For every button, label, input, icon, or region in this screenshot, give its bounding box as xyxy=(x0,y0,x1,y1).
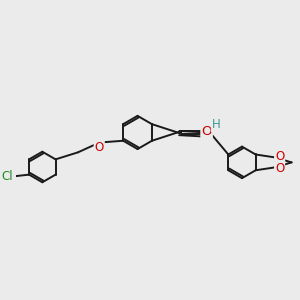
Text: O: O xyxy=(275,162,284,175)
Text: O: O xyxy=(201,124,212,138)
Text: Cl: Cl xyxy=(1,170,13,183)
Text: O: O xyxy=(94,141,104,154)
Text: O: O xyxy=(275,150,284,163)
Text: H: H xyxy=(212,118,220,131)
